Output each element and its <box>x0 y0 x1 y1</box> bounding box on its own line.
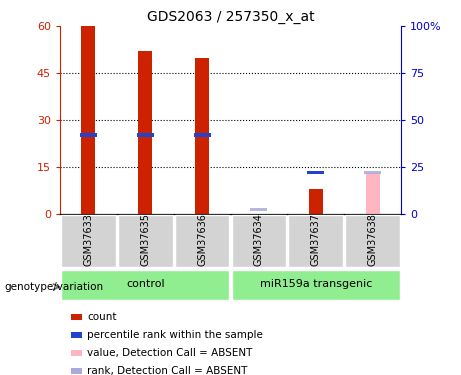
Text: GSM37635: GSM37635 <box>140 213 150 266</box>
Text: GSM37637: GSM37637 <box>311 213 321 266</box>
Bar <box>71 314 82 320</box>
Bar <box>136 133 154 137</box>
Bar <box>309 189 323 214</box>
Text: GSM37638: GSM37638 <box>367 213 378 266</box>
Bar <box>80 133 97 137</box>
Title: GDS2063 / 257350_x_at: GDS2063 / 257350_x_at <box>147 10 314 24</box>
Bar <box>71 368 82 374</box>
Text: rank, Detection Call = ABSENT: rank, Detection Call = ABSENT <box>87 366 248 375</box>
Bar <box>195 57 209 214</box>
FancyBboxPatch shape <box>61 215 116 267</box>
Bar <box>307 171 324 174</box>
Bar <box>138 51 152 214</box>
Text: miR159a transgenic: miR159a transgenic <box>260 279 372 290</box>
Text: GSM37634: GSM37634 <box>254 213 264 266</box>
FancyBboxPatch shape <box>175 215 230 267</box>
Bar <box>71 332 82 338</box>
Bar <box>364 171 381 174</box>
Text: count: count <box>87 312 117 322</box>
FancyBboxPatch shape <box>231 270 400 300</box>
FancyBboxPatch shape <box>61 270 230 300</box>
Text: genotype/variation: genotype/variation <box>5 282 104 292</box>
FancyBboxPatch shape <box>118 215 172 267</box>
Text: GSM37633: GSM37633 <box>83 213 94 266</box>
FancyBboxPatch shape <box>231 215 286 267</box>
FancyBboxPatch shape <box>289 215 343 267</box>
Bar <box>250 207 267 211</box>
FancyBboxPatch shape <box>345 215 400 267</box>
Text: GSM37636: GSM37636 <box>197 213 207 266</box>
Bar <box>194 133 211 137</box>
Bar <box>81 26 95 214</box>
Bar <box>71 350 82 356</box>
Text: value, Detection Call = ABSENT: value, Detection Call = ABSENT <box>87 348 253 358</box>
Text: percentile rank within the sample: percentile rank within the sample <box>87 330 263 340</box>
Text: control: control <box>126 279 165 290</box>
Bar <box>366 172 380 214</box>
